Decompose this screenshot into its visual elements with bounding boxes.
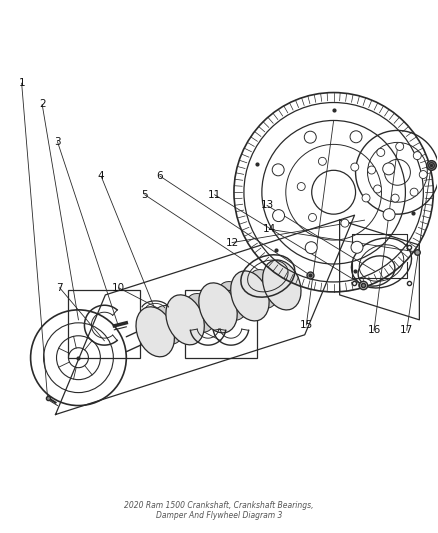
Text: 6: 6 (157, 171, 163, 181)
Circle shape (272, 209, 285, 222)
Circle shape (305, 241, 317, 254)
Circle shape (272, 164, 284, 176)
Ellipse shape (184, 294, 216, 332)
Circle shape (396, 142, 404, 150)
Text: 15: 15 (300, 320, 313, 330)
Text: 11: 11 (208, 190, 221, 200)
Circle shape (419, 171, 427, 179)
Circle shape (362, 194, 370, 202)
Circle shape (367, 166, 376, 174)
Circle shape (297, 182, 305, 190)
Circle shape (341, 219, 349, 227)
Text: 16: 16 (367, 325, 381, 335)
Text: 3: 3 (54, 136, 61, 147)
Circle shape (351, 163, 359, 171)
Text: 12: 12 (226, 238, 239, 248)
Circle shape (351, 241, 363, 253)
Circle shape (304, 131, 316, 143)
Circle shape (308, 213, 317, 221)
Circle shape (413, 152, 421, 159)
Circle shape (383, 163, 395, 175)
Ellipse shape (216, 281, 247, 320)
Ellipse shape (263, 260, 301, 310)
Circle shape (391, 194, 399, 202)
Text: 2: 2 (39, 100, 46, 109)
Text: 1: 1 (18, 78, 25, 88)
Text: 10: 10 (112, 282, 125, 293)
Circle shape (377, 149, 385, 156)
Text: 4: 4 (98, 171, 104, 181)
Ellipse shape (199, 283, 237, 333)
Ellipse shape (247, 270, 279, 308)
Ellipse shape (166, 295, 204, 345)
Text: 7: 7 (57, 282, 63, 293)
Text: 14: 14 (263, 224, 276, 235)
Ellipse shape (136, 307, 174, 357)
Circle shape (318, 157, 326, 165)
Ellipse shape (152, 305, 184, 344)
Circle shape (350, 131, 362, 143)
Text: 5: 5 (141, 190, 148, 200)
Text: 13: 13 (261, 200, 274, 211)
Text: 17: 17 (400, 325, 413, 335)
Text: 2020 Ram 1500 Crankshaft, Crankshaft Bearings,
Damper And Flywheel Diagram 3: 2020 Ram 1500 Crankshaft, Crankshaft Bea… (124, 501, 314, 520)
Circle shape (374, 185, 381, 193)
Ellipse shape (231, 271, 269, 321)
Circle shape (383, 208, 395, 221)
Circle shape (410, 188, 418, 196)
